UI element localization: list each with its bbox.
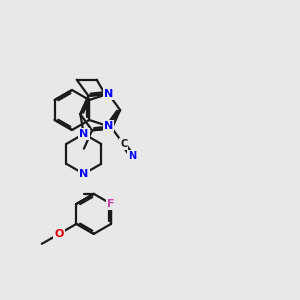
Text: N: N xyxy=(104,89,113,99)
Text: C: C xyxy=(120,140,127,149)
Text: F: F xyxy=(107,199,115,209)
Text: N: N xyxy=(104,121,113,131)
Text: N: N xyxy=(128,151,136,161)
Text: O: O xyxy=(55,229,64,239)
Text: N: N xyxy=(79,169,88,179)
Text: N: N xyxy=(79,129,88,139)
